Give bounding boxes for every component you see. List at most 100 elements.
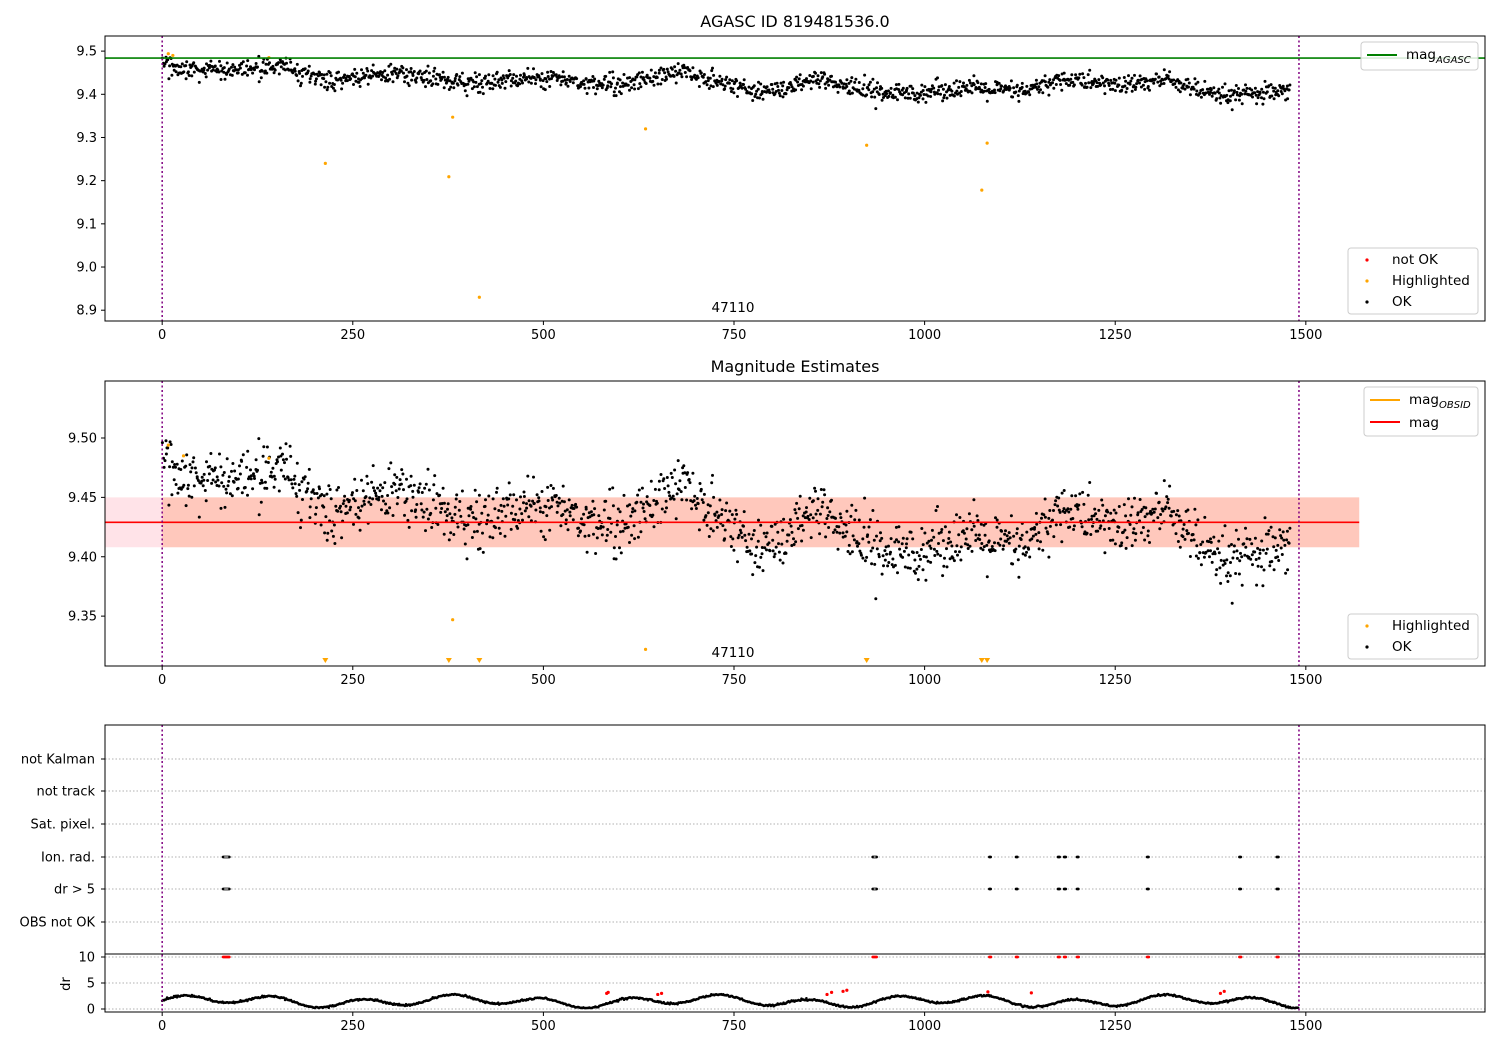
ok-point	[1278, 528, 1282, 532]
ok-point	[797, 77, 801, 81]
ok-point	[424, 85, 427, 89]
ok-point	[1005, 534, 1009, 538]
ok-point	[725, 75, 729, 79]
ok-point	[196, 479, 200, 482]
ok-point	[930, 84, 934, 88]
ok-point	[881, 554, 885, 558]
ok-point	[189, 470, 193, 474]
ok-point	[420, 508, 424, 512]
ok-point	[443, 510, 447, 514]
ok-point	[523, 509, 527, 513]
ok-point	[1048, 78, 1052, 82]
ok-point	[1048, 509, 1052, 512]
ok-point	[708, 504, 712, 508]
ok-point	[777, 88, 780, 92]
ok-point	[1162, 479, 1166, 483]
ok-point	[732, 91, 736, 95]
ok-point	[449, 531, 453, 535]
ok-point	[1101, 81, 1105, 85]
dr-bad-point	[1218, 991, 1223, 996]
ok-point	[1256, 90, 1260, 94]
ok-point	[358, 85, 362, 88]
ok-point	[164, 439, 168, 443]
dr-bad-point	[845, 988, 849, 992]
ok-point	[294, 492, 298, 496]
ok-point	[537, 496, 541, 500]
ok-point	[614, 535, 617, 538]
ok-point	[474, 517, 478, 521]
ok-point	[1176, 88, 1180, 92]
ok-point	[545, 80, 549, 84]
ok-point	[1146, 85, 1150, 88]
ok-point	[592, 532, 595, 536]
ok-point	[1025, 550, 1028, 554]
ok-point	[826, 506, 830, 510]
ok-point	[1282, 538, 1286, 542]
ok-point	[665, 67, 669, 71]
ok-point	[940, 84, 944, 88]
ok-point	[253, 68, 256, 72]
dr-bad-point	[829, 990, 834, 994]
ok-point	[958, 550, 961, 554]
ok-point	[1285, 84, 1289, 88]
ok-point	[762, 531, 766, 535]
ok-point	[777, 91, 781, 95]
ok-point	[273, 477, 277, 481]
ok-point	[232, 480, 236, 484]
ok-point	[425, 78, 429, 81]
ok-point	[1160, 82, 1163, 86]
ok-point	[693, 73, 697, 77]
ok-point	[1124, 90, 1128, 94]
ok-point	[941, 574, 945, 578]
ok-point	[976, 519, 980, 522]
ok-point	[193, 466, 197, 470]
ok-point	[582, 523, 586, 527]
ok-point	[314, 506, 318, 510]
ok-point	[742, 78, 746, 82]
ok-point	[311, 488, 315, 492]
ok-point	[1221, 534, 1224, 538]
dr-bad-point	[986, 990, 990, 994]
ok-point	[191, 460, 195, 464]
ok-point	[322, 505, 326, 509]
ok-point	[809, 79, 813, 83]
panel3-frame	[104, 724, 1486, 1013]
ok-point	[1101, 503, 1105, 507]
ok-point	[801, 514, 805, 518]
ok-point	[1134, 532, 1138, 536]
ok-point	[720, 508, 724, 512]
ok-point	[885, 552, 889, 556]
ok-point	[936, 92, 940, 96]
ok-point	[363, 502, 366, 506]
ok-point	[863, 559, 867, 563]
ok-point	[500, 509, 504, 513]
ok-point	[803, 516, 807, 520]
ok-point	[917, 554, 921, 558]
ok-point	[905, 86, 909, 90]
ok-point	[327, 484, 331, 488]
ok-point	[264, 460, 268, 464]
ok-point	[943, 556, 946, 560]
x-tick-label: 1500	[1289, 1019, 1322, 1034]
ok-point	[897, 88, 901, 91]
ok-point	[481, 85, 484, 89]
ok-point	[1251, 95, 1254, 99]
ok-point	[371, 464, 375, 468]
ok-point	[471, 511, 475, 515]
ok-point	[1117, 505, 1121, 508]
ok-point	[309, 497, 313, 501]
ok-point	[1188, 93, 1192, 97]
ok-point	[236, 71, 240, 75]
ok-point	[179, 468, 183, 471]
ok-point	[871, 77, 875, 81]
ok-point	[1174, 85, 1178, 89]
ok-point	[467, 514, 471, 518]
ok-point	[1227, 544, 1231, 548]
ok-point	[1178, 545, 1182, 549]
ok-point	[451, 81, 455, 85]
ok-point	[307, 467, 311, 471]
ok-point	[773, 522, 777, 526]
ok-point	[371, 497, 375, 501]
ok-point	[402, 71, 405, 75]
ok-point	[173, 463, 177, 466]
